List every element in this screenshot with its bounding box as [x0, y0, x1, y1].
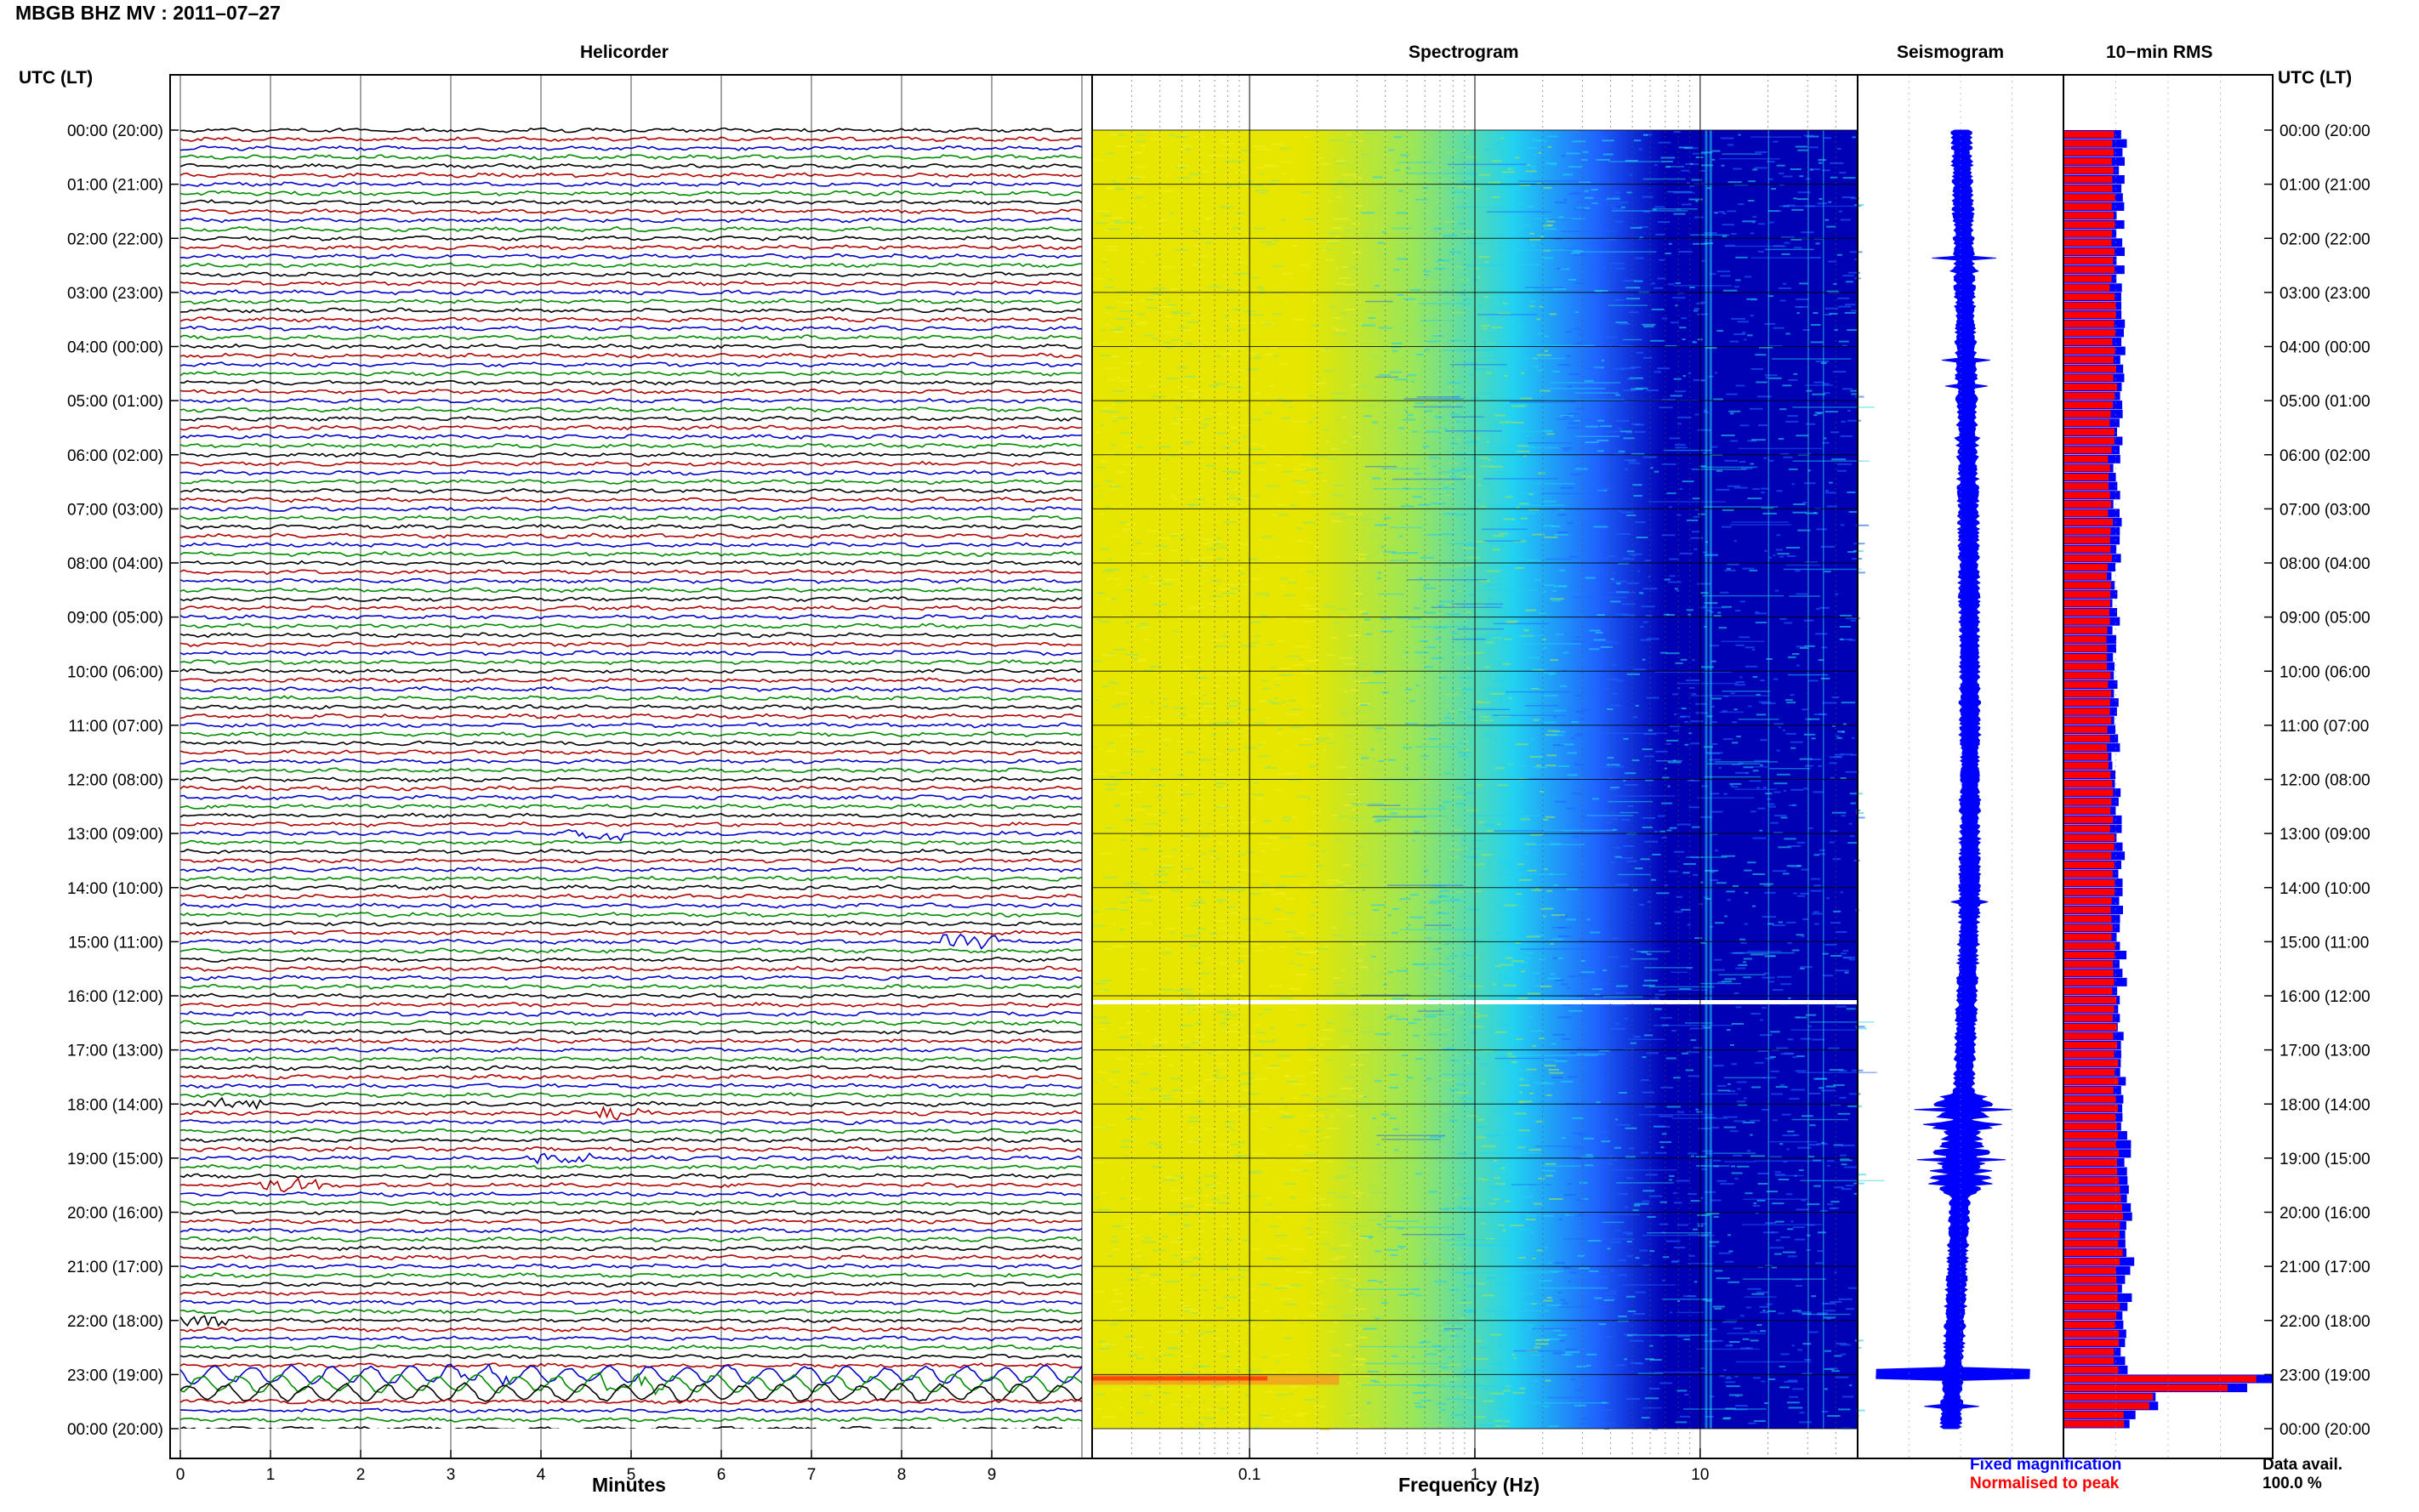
time-label-left: 03:00 (23:00) — [67, 285, 163, 303]
time-label-right: 19:00 (15:00 — [2280, 1151, 2371, 1168]
helicorder-tick-label: 3 — [447, 1466, 456, 1484]
time-label-right: 06:00 (02:00 — [2280, 447, 2371, 465]
time-label-left: 18:00 (14:00) — [67, 1096, 163, 1114]
time-label-right: 09:00 (05:00 — [2280, 610, 2371, 628]
time-label-left: 23:00 (19:00) — [67, 1367, 163, 1384]
time-label-right: 13:00 (09:00 — [2280, 826, 2371, 844]
spectrogram-tick-label: 0.1 — [1238, 1466, 1261, 1484]
time-label-right: 03:00 (23:00 — [2280, 285, 2371, 303]
helicorder-tick-label: 0 — [176, 1466, 185, 1484]
time-label-right: 07:00 (03:00 — [2280, 501, 2371, 519]
time-label-right: 00:00 (20:00 — [2280, 122, 2371, 140]
legend-fixed-magnification: Fixed magnification — [1970, 1456, 2122, 1474]
time-label-right: 23:00 (19:00 — [2280, 1367, 2371, 1384]
panel-title-helicorder: Helicorder — [580, 43, 669, 62]
time-label-left: 11:00 (07:00) — [68, 718, 163, 736]
time-label-left: 06:00 (02:00) — [67, 447, 163, 465]
time-label-right: 12:00 (08:00 — [2280, 772, 2371, 790]
time-label-left: 01:00 (21:00) — [67, 177, 163, 195]
time-label-left: 14:00 (10:00) — [67, 880, 163, 898]
time-label-left: 12:00 (08:00) — [67, 772, 163, 790]
helicorder-tick-label: 8 — [897, 1466, 907, 1484]
time-label-right: 01:00 (21:00 — [2280, 177, 2371, 195]
time-label-left: 16:00 (12:00) — [67, 988, 163, 1006]
time-label-right: 10:00 (06:00 — [2280, 663, 2371, 681]
time-label-left: 07:00 (03:00) — [67, 501, 163, 519]
seismogram-trace — [1875, 129, 2030, 1430]
spectrogram-xlabel: Frequency (Hz) — [1398, 1474, 1540, 1496]
data-avail-value: 100.0 % — [2262, 1475, 2322, 1492]
spectrogram-tick-label: 10 — [1691, 1466, 1709, 1484]
time-label-right: 11:00 (07:00 — [2280, 718, 2369, 736]
helicorder-xlabel: Minutes — [592, 1474, 666, 1496]
spectrogram-tick-label: 1 — [1471, 1466, 1480, 1484]
time-axis-label-left: UTC (LT) — [19, 68, 94, 88]
time-label-right: 15:00 (11:00 — [2280, 934, 2369, 952]
time-label-left: 21:00 (17:00) — [67, 1259, 163, 1276]
time-label-left: 08:00 (04:00) — [67, 555, 163, 573]
time-label-right: 00:00 (20:00 — [2280, 1421, 2371, 1439]
helicorder-tick-label: 2 — [356, 1466, 366, 1484]
time-label-right: 17:00 (13:00 — [2280, 1043, 2371, 1060]
time-label-left: 05:00 (01:00) — [67, 393, 163, 411]
panel-title-rms: 10−min RMS — [2106, 43, 2213, 62]
time-label-left: 17:00 (13:00) — [67, 1043, 163, 1060]
time-label-right: 18:00 (14:00 — [2280, 1096, 2371, 1114]
time-label-right: 05:00 (01:00 — [2280, 393, 2371, 411]
time-label-left: 15:00 (11:00) — [68, 934, 163, 952]
time-label-right: 04:00 (00:00 — [2280, 339, 2371, 357]
time-label-left: 00:00 (20:00) — [67, 1421, 163, 1439]
time-label-left: 19:00 (15:00) — [67, 1151, 163, 1168]
time-label-left: 04:00 (00:00) — [67, 339, 163, 357]
time-label-left: 13:00 (09:00) — [67, 826, 163, 844]
helicorder-tick-label: 7 — [807, 1466, 817, 1484]
time-label-left: 09:00 (05:00) — [67, 610, 163, 628]
legend-normalised-to-peak: Normalised to peak — [1970, 1475, 2120, 1492]
time-label-right: 02:00 (22:00 — [2280, 230, 2371, 248]
helicorder-tick-label: 9 — [988, 1466, 997, 1484]
rms-bars — [2063, 130, 2273, 1429]
time-label-right: 16:00 (12:00 — [2280, 988, 2371, 1006]
helicorder-tick-label: 5 — [627, 1466, 636, 1484]
time-axis-label-right: UTC (LT) — [2278, 68, 2353, 88]
spectrogram-image — [1092, 130, 1885, 1430]
time-label-left: 00:00 (20:00) — [67, 122, 163, 140]
time-label-left: 20:00 (16:00) — [67, 1205, 163, 1223]
time-label-right: 22:00 (18:00 — [2280, 1313, 2371, 1331]
helicorder-tick-label: 1 — [266, 1466, 276, 1484]
rms-frame — [2063, 74, 2274, 1459]
data-avail-label: Data avail. — [2262, 1456, 2342, 1474]
helicorder-tick-label: 6 — [717, 1466, 726, 1484]
panel-title-seismogram: Seismogram — [1897, 43, 2005, 62]
time-label-right: 08:00 (04:00 — [2280, 555, 2371, 573]
time-label-left: 22:00 (18:00) — [67, 1313, 163, 1331]
time-label-left: 02:00 (22:00) — [67, 230, 163, 248]
time-label-right: 14:00 (10:00 — [2280, 880, 2371, 898]
time-label-right: 21:00 (17:00 — [2280, 1259, 2371, 1276]
figure-title: MBGB BHZ MV : 2011–07–27 — [15, 2, 281, 24]
time-label-right: 20:00 (16:00 — [2280, 1205, 2371, 1223]
time-label-left: 10:00 (06:00) — [67, 663, 163, 681]
helicorder-tick-label: 4 — [537, 1466, 546, 1484]
panel-title-spectrogram: Spectrogram — [1409, 43, 1519, 62]
